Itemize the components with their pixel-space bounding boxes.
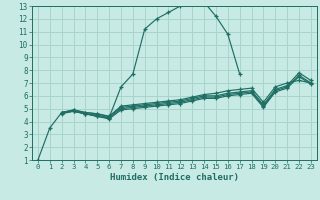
X-axis label: Humidex (Indice chaleur): Humidex (Indice chaleur): [110, 173, 239, 182]
